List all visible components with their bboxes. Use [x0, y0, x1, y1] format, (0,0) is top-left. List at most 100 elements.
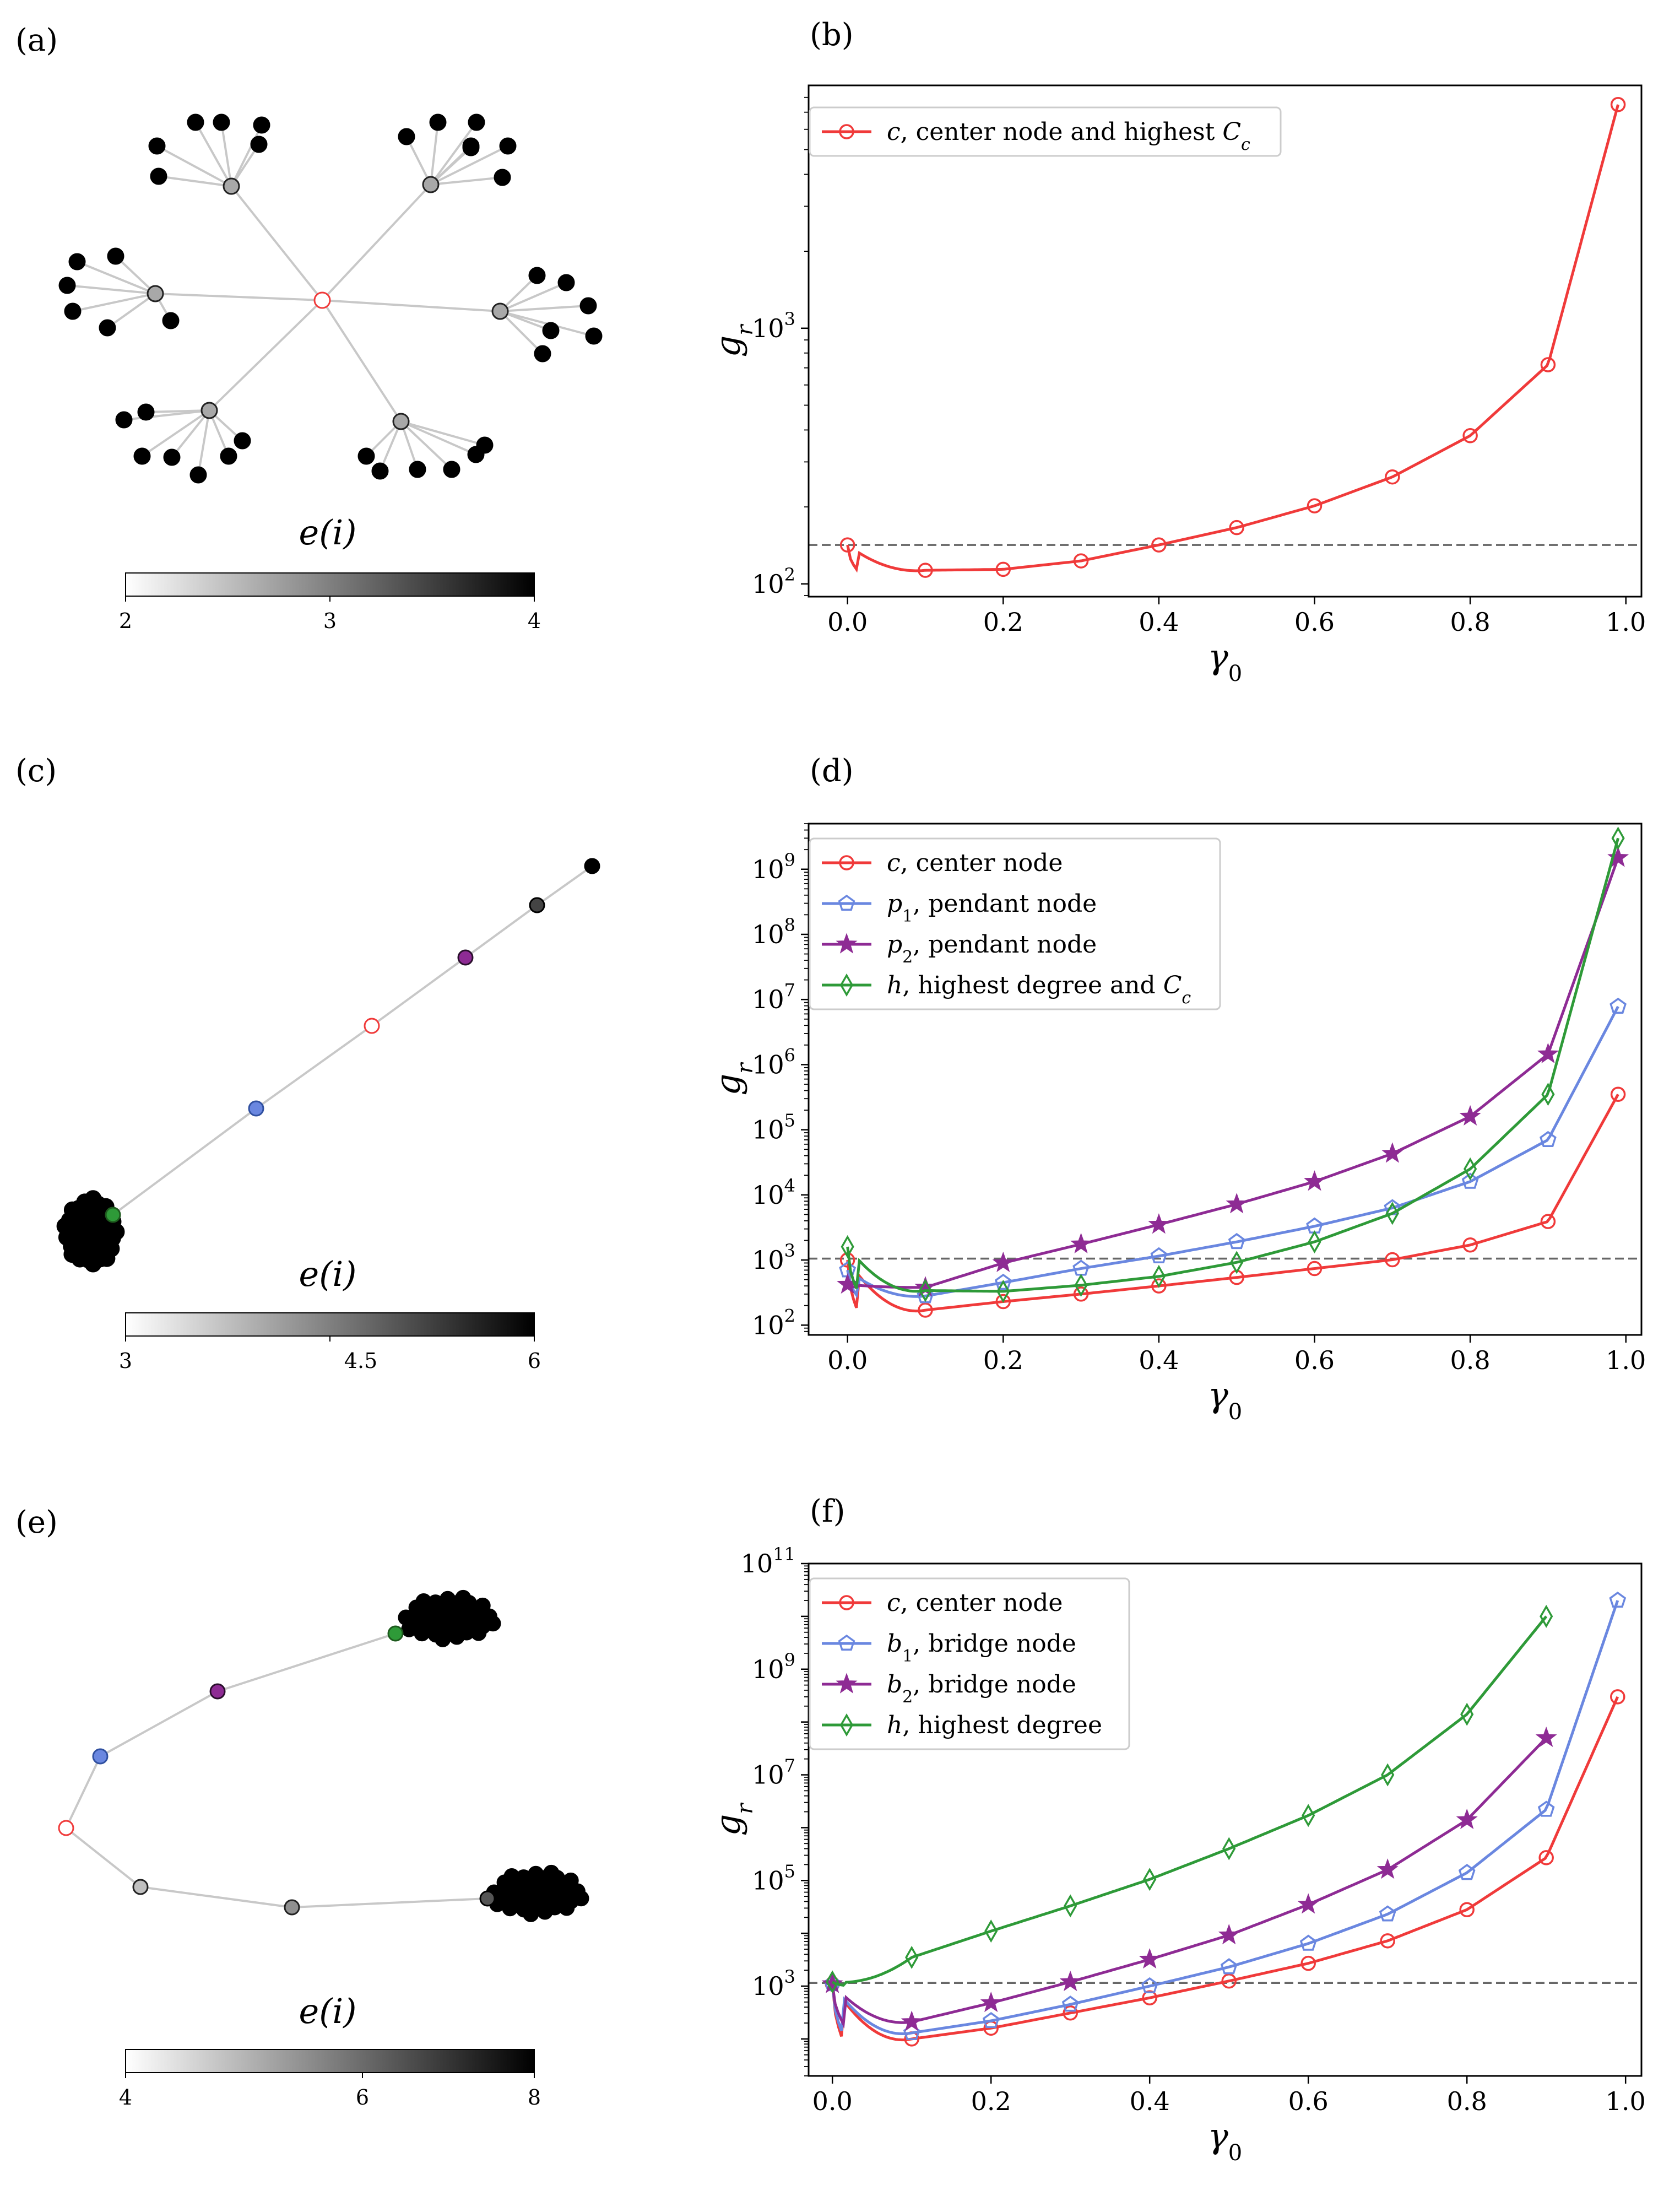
- pendant-node-p2: [457, 949, 474, 966]
- network-edge: [194, 122, 232, 187]
- leaf-node: [64, 302, 82, 320]
- data-point-p1: [1150, 1247, 1168, 1263]
- data-point-c: [1142, 1990, 1157, 2006]
- network-edge: [536, 865, 593, 906]
- leaf-node: [499, 137, 517, 155]
- path-node: [529, 897, 545, 913]
- series-line-h: [831, 1615, 1548, 1987]
- network-edge: [156, 145, 232, 187]
- legend-entry-p2: b2, bridge node: [887, 1670, 1076, 1707]
- y-tick-label: 108: [752, 915, 795, 949]
- hub-node: [491, 302, 509, 320]
- cluster-node: [573, 1890, 589, 1907]
- leaf-node: [189, 466, 207, 484]
- leaf-node: [371, 462, 389, 480]
- legend-marker-c: [839, 124, 854, 139]
- y-tick-label: 107: [752, 1755, 795, 1790]
- data-point-h: [905, 1945, 919, 1969]
- series-c: [839, 1086, 1626, 1318]
- cluster-node: [536, 1903, 553, 1920]
- cluster-node: [485, 1615, 501, 1632]
- data-point-c: [1610, 1689, 1625, 1705]
- data-point-c: [1385, 1252, 1400, 1268]
- hub-node: [147, 285, 164, 302]
- cluster-node: [470, 1625, 487, 1641]
- leaf-node: [476, 436, 494, 454]
- colorbar-e-gradient: [125, 2049, 535, 2073]
- cluster-node: [474, 1597, 491, 1614]
- panel-label-c: (c): [15, 753, 57, 789]
- pendant-node-p1: [248, 1100, 264, 1117]
- x-tick-label: 0.4: [1130, 2086, 1170, 2116]
- network-edge: [65, 1756, 101, 1829]
- data-point-h: [1143, 1868, 1157, 1891]
- hub-node: [422, 176, 440, 193]
- center-node: [313, 291, 331, 309]
- cluster-node: [435, 1631, 451, 1647]
- cluster-node: [63, 1246, 81, 1263]
- leaf-node: [409, 461, 426, 478]
- legend-marker-p2: [836, 1673, 858, 1694]
- network-edge: [112, 1107, 257, 1216]
- bridge-node-b2: [209, 1683, 226, 1700]
- network-edge: [208, 299, 323, 412]
- chart-d: 0.0 0.2 0.4 0.6 0.8 1.0 102 103 104 105 106 107 108 1…: [708, 823, 1646, 1425]
- cluster-node: [84, 1190, 102, 1208]
- x-tick-label: 0.0: [812, 2086, 853, 2116]
- leaf-node: [557, 274, 575, 291]
- cluster-node: [440, 1591, 456, 1607]
- y-tick-label: 103: [752, 309, 795, 343]
- data-point-p1: [1458, 1864, 1476, 1880]
- leaf-node: [213, 113, 230, 131]
- colorbar-c-gradient: [125, 1312, 535, 1337]
- network-edge: [291, 1897, 488, 1908]
- network-edge: [405, 136, 432, 185]
- leaf-node: [99, 319, 116, 337]
- x-tick-label: 0.2: [971, 2086, 1011, 2116]
- data-point-h: [1152, 1264, 1166, 1288]
- colorbar-c-label: e(i): [299, 1254, 357, 1294]
- x-tick-label: 0.8: [1447, 2086, 1487, 2116]
- leaf-node: [68, 253, 86, 271]
- data-point-p2: [1535, 1726, 1557, 1748]
- series-line-p1: [846, 1005, 1619, 1299]
- data-point-h: [1381, 1763, 1395, 1787]
- data-point-h: [1074, 1273, 1088, 1297]
- data-point-p2: [1148, 1213, 1170, 1234]
- highest-degree-node: [105, 1207, 121, 1223]
- network-edge: [67, 284, 156, 295]
- legend: c, center node p1, pendant node p2, pendan…: [809, 837, 1221, 1010]
- data-point-p2: [1297, 1893, 1319, 1914]
- network-edge: [106, 293, 156, 329]
- legend-marker-h: [839, 1713, 854, 1737]
- cluster-node: [543, 1864, 560, 1881]
- data-point-h: [1541, 1083, 1555, 1106]
- data-point-p2: [1059, 1970, 1081, 1992]
- y-axis-label: gr: [708, 1802, 758, 1836]
- leaf-node: [234, 432, 251, 450]
- network-edge: [65, 1827, 142, 1888]
- data-point-p2: [1376, 1858, 1399, 1879]
- network-edge: [230, 125, 263, 187]
- series-line-h: [846, 837, 1620, 1293]
- data-point-p2: [1537, 1042, 1559, 1064]
- network-edge: [430, 122, 439, 185]
- network-edge: [123, 409, 210, 421]
- y-tick-label: 107: [752, 980, 795, 1014]
- data-point-c: [1073, 553, 1089, 569]
- x-axis-label: γ0: [1208, 1375, 1243, 1425]
- legend: c, center node and highest Cc: [809, 106, 1282, 157]
- y-tick-label: 106: [752, 1045, 795, 1079]
- legend-entry-h: h, highest degree: [887, 1711, 1102, 1739]
- cluster-node: [415, 1593, 432, 1610]
- bridge-node-b1: [92, 1748, 109, 1765]
- x-axis-label: γ0: [1208, 2116, 1243, 2166]
- cluster-node: [448, 1629, 465, 1645]
- network-edge: [379, 421, 402, 472]
- y-tick-label: 105: [752, 1861, 795, 1895]
- data-point-p1: [1141, 1977, 1158, 1994]
- data-point-p1: [1220, 1958, 1238, 1975]
- network-edge: [499, 274, 538, 312]
- network-edge: [100, 1690, 218, 1757]
